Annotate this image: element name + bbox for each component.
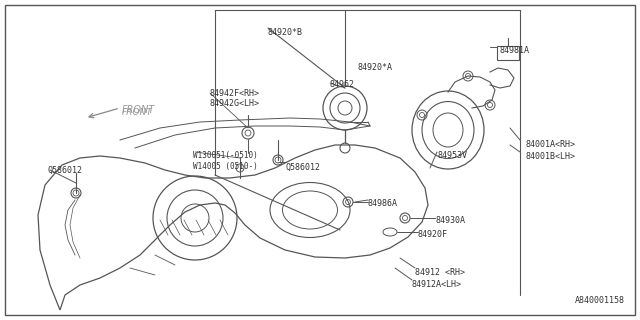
Text: W14005 (0510-): W14005 (0510-) [193, 162, 258, 171]
Text: 84942G<LH>: 84942G<LH> [210, 99, 260, 108]
Text: Q586012: Q586012 [48, 166, 83, 175]
Text: 84001A<RH>: 84001A<RH> [525, 140, 575, 149]
Text: W130051(-0510): W130051(-0510) [193, 151, 258, 160]
Text: 84912 <RH>: 84912 <RH> [415, 268, 465, 277]
Text: 84986A: 84986A [368, 199, 398, 208]
Text: 84920*A: 84920*A [358, 63, 393, 72]
Text: 84981A: 84981A [500, 46, 530, 55]
Text: 84962: 84962 [330, 80, 355, 89]
Text: 84953V: 84953V [437, 151, 467, 160]
Text: 84942F<RH>: 84942F<RH> [210, 89, 260, 98]
Text: 84001B<LH>: 84001B<LH> [525, 152, 575, 161]
Text: Q586012: Q586012 [286, 163, 321, 172]
Text: 84930A: 84930A [435, 216, 465, 225]
Text: 84920F: 84920F [418, 230, 448, 239]
Bar [497, 46, 519, 60]
Text: FRONT: FRONT [122, 108, 153, 117]
Text: FRONT: FRONT [122, 105, 156, 115]
Text: 84920*B: 84920*B [268, 28, 303, 37]
Text: A840001158: A840001158 [575, 296, 625, 305]
Text: 84912A<LH>: 84912A<LH> [412, 280, 462, 289]
